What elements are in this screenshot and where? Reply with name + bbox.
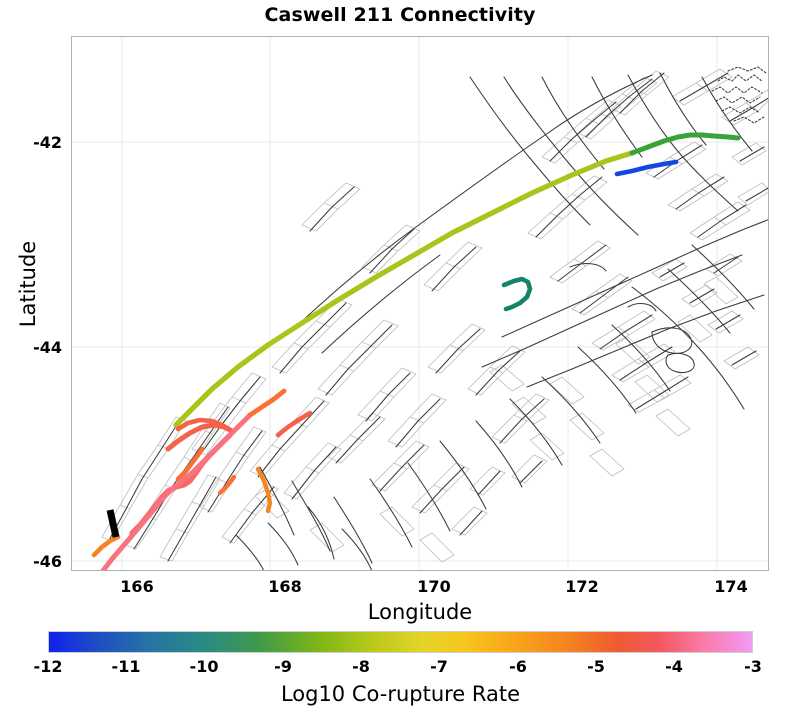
colorbar xyxy=(48,631,753,653)
section-fiordland-ne-strand xyxy=(275,410,313,438)
section-wairau-blue xyxy=(614,159,679,177)
section-fiordland-short-pink xyxy=(217,474,237,496)
colorbar-tick-0: -12 xyxy=(33,657,63,676)
section-fiordland-west xyxy=(91,534,121,558)
colorbar-tick-6: -6 xyxy=(509,657,527,676)
y-axis-label: Latitude xyxy=(16,240,40,328)
colorbar-label: Log10 Co-rupture Rate xyxy=(280,682,521,706)
xtick-label-1: 168 xyxy=(268,577,302,596)
section-fiordland-interior xyxy=(255,466,273,514)
x-axis-label: Longitude xyxy=(367,600,473,624)
ytick-label-0: -42 xyxy=(33,133,62,152)
section-awatere-teal xyxy=(501,276,533,312)
map-plot-area xyxy=(71,36,769,571)
ytick-label-1: -44 xyxy=(33,338,62,357)
colorbar-tick-4: -8 xyxy=(352,657,370,676)
colorbar-tick-7: -5 xyxy=(587,657,605,676)
section-alpine-north xyxy=(629,132,741,156)
connected-fault-sections xyxy=(91,132,741,570)
xtick-label-4: 174 xyxy=(714,577,748,596)
colorbar-gradient xyxy=(48,631,753,653)
colorbar-tick-8: -4 xyxy=(665,657,683,676)
section-alpine-central xyxy=(173,150,635,428)
colorbar-tick-9: -3 xyxy=(744,657,762,676)
xtick-label-0: 166 xyxy=(120,577,154,596)
section-fiordland-north-hook xyxy=(175,417,235,434)
xtick-label-3: 172 xyxy=(565,577,599,596)
colorbar-tick-5: -7 xyxy=(430,657,448,676)
section-fiordland-south xyxy=(100,412,253,570)
map-svg xyxy=(72,37,768,570)
colorbar-tick-3: -9 xyxy=(274,657,292,676)
colorbar-tick-2: -10 xyxy=(189,657,219,676)
section-fiordland-east xyxy=(247,388,287,418)
ytick-label-2: -46 xyxy=(33,552,62,571)
section-fiordland-mid xyxy=(175,446,205,482)
gridlines xyxy=(72,37,768,570)
fault-network-traces xyxy=(107,66,768,570)
colorbar-tick-1: -11 xyxy=(111,657,141,676)
source-fault-caswell-211 xyxy=(106,509,120,538)
fault-surface-projections xyxy=(101,68,768,563)
xtick-label-2: 170 xyxy=(417,577,451,596)
page-title: Caswell 211 Connectivity xyxy=(264,4,536,26)
